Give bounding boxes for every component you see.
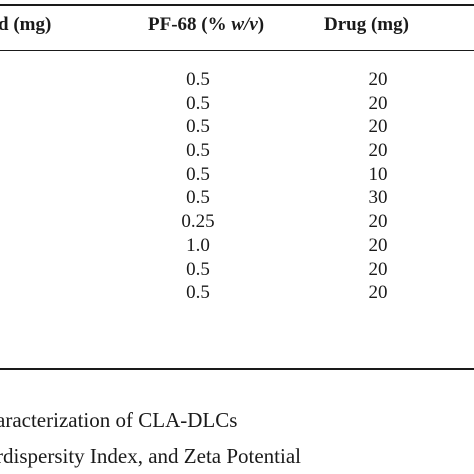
drug-cell: 10	[368, 163, 388, 185]
table-row: 0.5 20	[0, 139, 474, 163]
pf68-cell: 0.25	[181, 211, 215, 233]
pf68-cell: 0.5	[186, 258, 210, 280]
drug-cell: 20	[368, 140, 388, 162]
drug-cell: 20	[368, 69, 388, 90]
pf68-cell: 0.5	[186, 187, 210, 209]
table-row: 1.0 20	[0, 234, 474, 258]
table-header-rule	[0, 50, 474, 51]
drug-cell: 20	[368, 92, 388, 114]
pf68-cell: 0.5	[186, 282, 210, 304]
pf68-cell: 0.5	[186, 92, 210, 114]
pf68-cell: 0.5	[186, 69, 210, 90]
table-top-rule	[0, 4, 474, 6]
header-drug-mg: Drug (mg)	[324, 14, 409, 35]
table-row: 0.5 20	[0, 92, 474, 116]
drug-cell: 20	[368, 282, 388, 304]
table-row: 0.5 30	[0, 186, 474, 210]
table-caption-line-2: rdispersity Index, and Zeta Potential	[0, 444, 302, 468]
table-row: 0.5 20	[0, 281, 474, 305]
pf68-cell: 0.5	[186, 140, 210, 162]
table-row: 0.5 20	[0, 258, 474, 282]
drug-cell: 20	[368, 234, 388, 256]
pf68-cell: 1.0	[186, 234, 210, 256]
header-pf68: PF-68 (% w/v)	[148, 14, 265, 35]
table-row: 0.5 20	[0, 115, 474, 139]
header-lipid-mg: d (mg)	[0, 14, 52, 35]
table-row: 0.5 20	[0, 68, 474, 92]
drug-cell: 20	[368, 211, 388, 233]
table-row: 0.5 10	[0, 163, 474, 187]
table-caption-line-1: aracterization of CLA-DLCs	[0, 408, 238, 432]
pf68-cell: 0.5	[186, 163, 210, 185]
drug-cell: 20	[368, 116, 388, 138]
pf68-cell: 0.5	[186, 116, 210, 138]
drug-cell: 30	[368, 187, 388, 209]
table-bottom-rule	[0, 368, 474, 370]
table-row: 0.25 20	[0, 210, 474, 234]
drug-cell: 20	[368, 258, 388, 280]
table-body: 0.5 20 0.5 20 0.5 20 0.5 20 0.5 10 0.5 3…	[0, 68, 474, 305]
